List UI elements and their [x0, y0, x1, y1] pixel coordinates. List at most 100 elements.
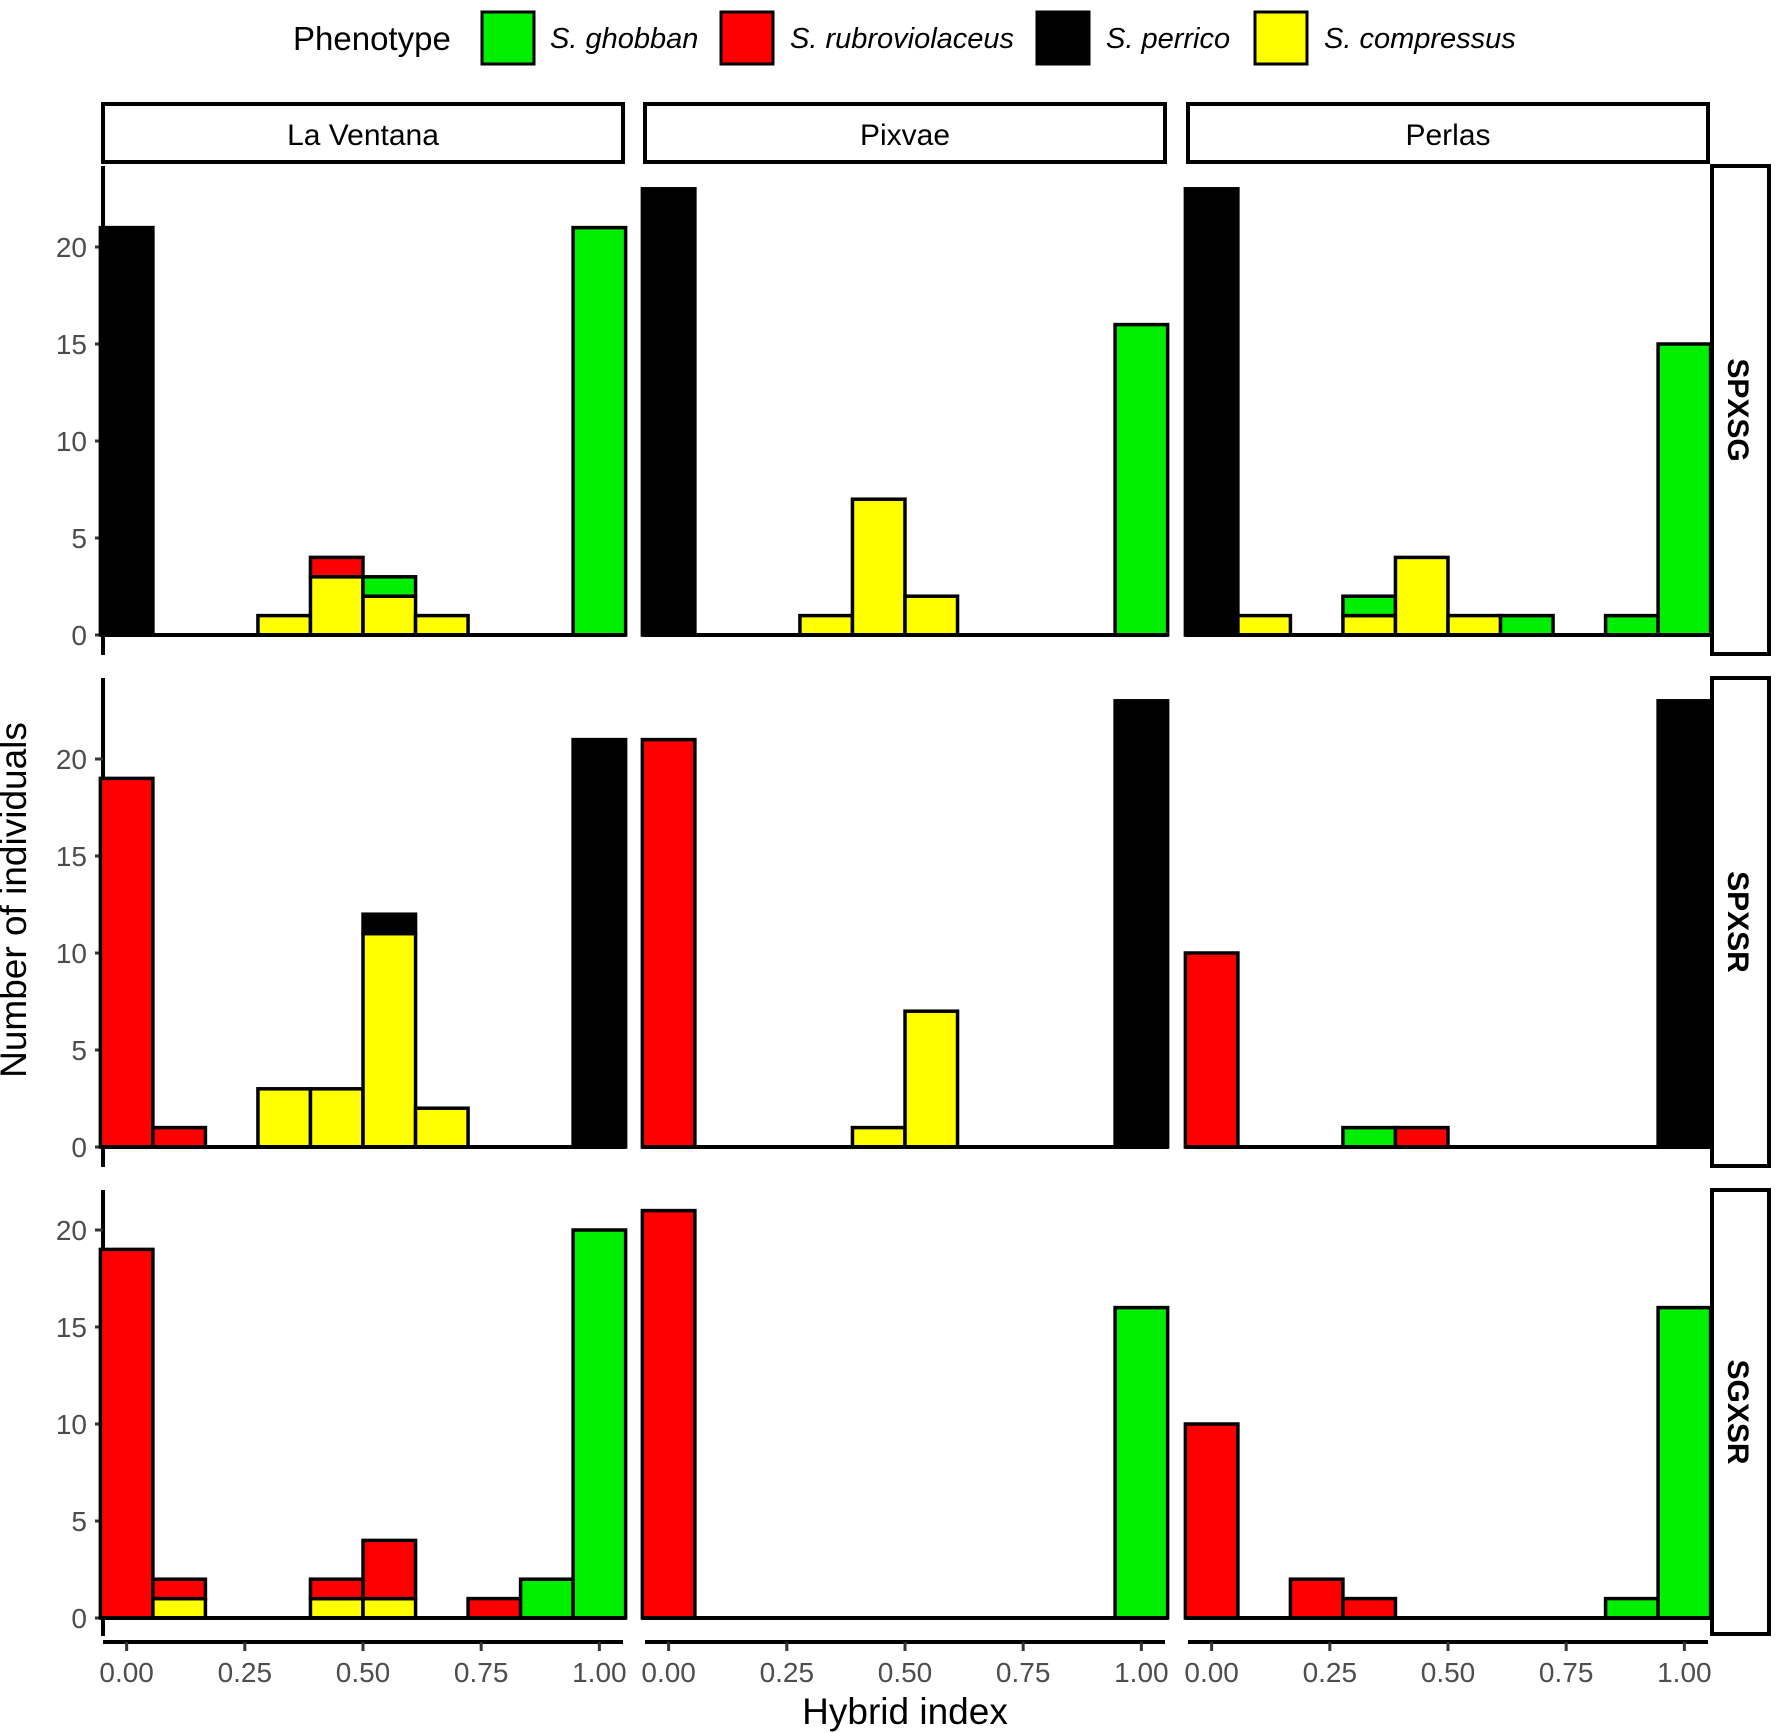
- bar-rubroviolaceus: [151, 1125, 208, 1149]
- bar-ghobban: [1603, 613, 1660, 637]
- panel-sgxsr-la-ventana: [98, 1228, 628, 1620]
- y-tick-label: 5: [71, 1506, 87, 1537]
- bar-perrico: [361, 912, 418, 936]
- y-tick-label: 20: [56, 744, 87, 775]
- bar-compressus: [1393, 555, 1450, 637]
- bar-perrico: [1113, 699, 1170, 1149]
- bar-rubroviolaceus: [1288, 1577, 1345, 1620]
- row-strip-sgxsr: [1710, 1188, 1771, 1636]
- legend-label-ghobban: S. ghobban: [550, 23, 698, 55]
- x-tick-label: 0.25: [760, 1657, 815, 1688]
- legend-label-perrico: S. perrico: [1106, 23, 1230, 55]
- panel-spxsg-perlas: [1183, 187, 1713, 637]
- y-tick-label: 0: [71, 1132, 87, 1163]
- x-tick-label: 0.50: [336, 1657, 391, 1688]
- legend-swatch-rubroviolaceus: [719, 10, 775, 66]
- x-tick-label: 1.00: [1114, 1657, 1169, 1688]
- bar-rubroviolaceus: [1393, 1125, 1450, 1149]
- bar-ghobban: [518, 1577, 575, 1620]
- bar-ghobban: [1113, 322, 1170, 637]
- bar-compressus: [903, 1009, 960, 1149]
- bar-compressus: [308, 575, 365, 637]
- legend-swatch-compressus: [1253, 10, 1309, 66]
- x-tick-label: 0.75: [996, 1657, 1051, 1688]
- y-tick-label: 20: [56, 1215, 87, 1246]
- y-tick-label: 15: [56, 329, 87, 360]
- y-tick-label: 0: [71, 1603, 87, 1634]
- row-strip-spxsr: [1710, 676, 1771, 1168]
- y-tick-label: 5: [71, 1035, 87, 1066]
- column-label-la-ventana: La Ventana: [287, 119, 439, 152]
- bar-rubroviolaceus: [466, 1596, 523, 1620]
- legend-label-rubroviolaceus: S. rubroviolaceus: [790, 23, 1014, 55]
- row-label-spxsr: SPXSR: [1721, 871, 1754, 973]
- bar-ghobban: [1656, 1305, 1713, 1620]
- x-tick-label: 0.25: [218, 1657, 273, 1688]
- x-tick-label: 0.25: [1303, 1657, 1358, 1688]
- y-tick-label: 10: [56, 1409, 87, 1440]
- bar-perrico: [640, 187, 697, 637]
- bar-compressus: [361, 594, 418, 637]
- bar-ghobban: [1341, 594, 1398, 618]
- bar-compressus: [256, 613, 313, 637]
- bar-perrico: [98, 225, 155, 637]
- bar-compressus: [361, 931, 418, 1149]
- bar-ghobban: [1603, 1596, 1660, 1620]
- bar-rubroviolaceus: [1183, 1422, 1240, 1620]
- row-label-sgxsr: SGXSR: [1721, 1359, 1754, 1464]
- bar-compressus: [1446, 613, 1503, 637]
- panel-sgxsr-perlas: [1183, 1305, 1713, 1620]
- column-label-perlas: Perlas: [1405, 119, 1490, 152]
- bar-rubroviolaceus: [98, 776, 155, 1149]
- bar-compressus: [798, 613, 855, 637]
- bar-ghobban: [1498, 613, 1555, 637]
- bar-ghobban: [1113, 1305, 1170, 1620]
- panels: 0 5 10 15 20 0 5 10 15 20 0 5 10 15 20 0.00 0.25 0.50 0.75…: [56, 166, 1713, 1688]
- column-strip-perlas: [1186, 102, 1710, 164]
- x-tick-label: 0.50: [878, 1657, 933, 1688]
- bar-compressus: [413, 613, 470, 637]
- bar-compressus: [308, 1596, 365, 1620]
- bar-rubroviolaceus: [1341, 1596, 1398, 1620]
- bar-perrico: [1656, 699, 1713, 1149]
- bar-perrico: [571, 737, 628, 1149]
- column-label-pixvae: Pixvae: [860, 119, 950, 152]
- bar-rubroviolaceus: [98, 1247, 155, 1620]
- bar-ghobban: [1656, 342, 1713, 637]
- column-strip-pixvae: [643, 102, 1167, 164]
- legend-swatch-ghobban: [480, 10, 536, 66]
- legend-label-compressus: S. compressus: [1324, 23, 1516, 55]
- x-axis-title: Hybrid index: [802, 1691, 1008, 1732]
- bar-rubroviolaceus: [308, 1577, 365, 1601]
- y-tick-label: 15: [56, 1312, 87, 1343]
- bar-rubroviolaceus: [640, 737, 697, 1149]
- column-strips: La Ventana Pixvae Perlas: [101, 102, 1710, 164]
- bar-compressus: [151, 1596, 208, 1620]
- y-tick-label: 10: [56, 938, 87, 969]
- bar-rubroviolaceus: [361, 1538, 418, 1601]
- bar-perrico: [1183, 187, 1240, 637]
- panel-spxsg-la-ventana: [98, 225, 628, 637]
- panel-spxsg-pixvae: [640, 187, 1170, 637]
- x-tick-label: 0.50: [1421, 1657, 1476, 1688]
- bar-compressus: [1341, 613, 1398, 637]
- y-tick-label: 10: [56, 426, 87, 457]
- bar-rubroviolaceus: [308, 555, 365, 579]
- row-strips: SPXSG SPXSR SGXSR: [1710, 164, 1771, 1636]
- y-tick-label: 15: [56, 841, 87, 872]
- legend-swatch-perrico: [1035, 10, 1091, 66]
- y-tick-label: 0: [71, 620, 87, 651]
- panel-spxsr-pixvae: [640, 699, 1170, 1149]
- column-strip-la-ventana: [101, 102, 625, 164]
- bar-compressus: [308, 1087, 365, 1149]
- x-tick-label: 0.00: [1184, 1657, 1239, 1688]
- row-strip-spxsg: [1710, 164, 1771, 656]
- x-tick-label: 0.75: [454, 1657, 509, 1688]
- panel-spxsr-perlas: [1183, 699, 1713, 1149]
- legend: Phenotype S. ghobban S. rubroviolaceus S…: [293, 10, 1516, 66]
- bar-ghobban: [571, 1228, 628, 1620]
- y-axis-title: Number of individuals: [0, 722, 34, 1078]
- x-tick-label: 1.00: [572, 1657, 627, 1688]
